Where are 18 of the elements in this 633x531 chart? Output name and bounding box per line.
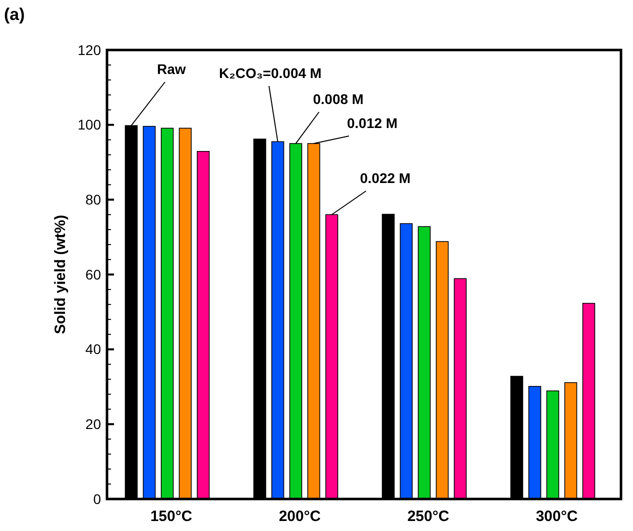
y-tick-label: 60: [85, 266, 102, 282]
text: Raw: [157, 61, 186, 77]
x-tick-label: 300°C: [536, 508, 578, 525]
y-axis-title: Solid yield (wt%): [52, 214, 69, 334]
y-tick-label: 100: [78, 116, 102, 133]
text: 0.008 M: [313, 91, 364, 107]
text: K₂CO₃=0.004 M: [219, 65, 322, 81]
chart-title: (a): [4, 5, 25, 24]
x-tick-label: 200°C: [278, 508, 321, 525]
y-tick-label: 40: [85, 341, 102, 358]
text: 0.022 M: [360, 170, 411, 186]
x-tick-label: 150°C: [150, 508, 192, 525]
y-tick-label: 80: [85, 192, 102, 208]
x-tick-label: 250°C: [407, 508, 450, 525]
y-tick-label: 0: [93, 490, 102, 507]
y-tick-label: 20: [85, 416, 102, 432]
y-tick-label: 120: [78, 42, 102, 58]
text: 0.012 M: [347, 115, 398, 131]
